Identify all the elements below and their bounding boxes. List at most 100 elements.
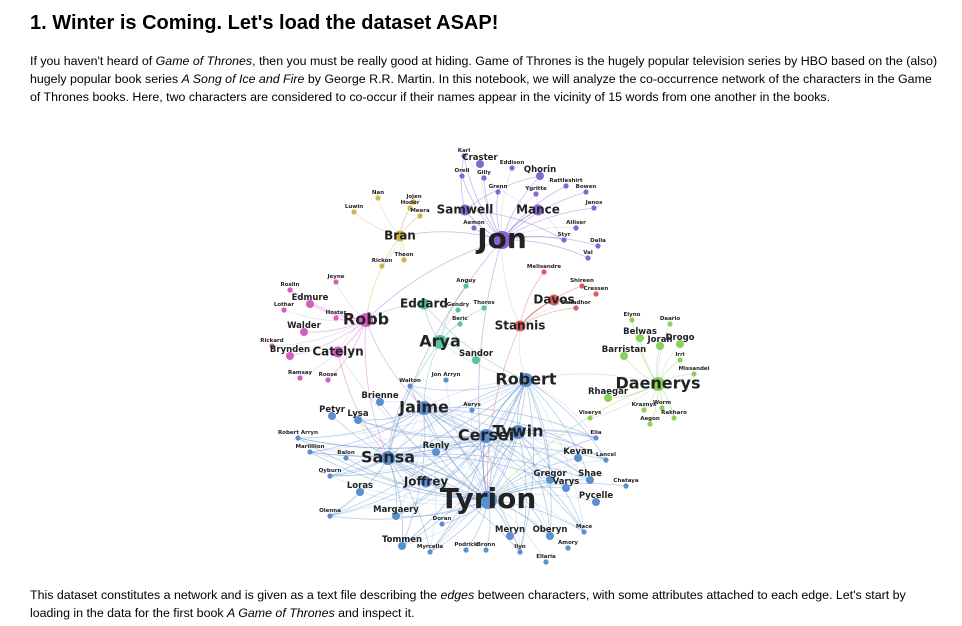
node-label-irri: Irri (675, 352, 684, 358)
node-label-eddison: Eddison (500, 160, 525, 166)
network-edge (519, 293, 597, 327)
node-label-margaery: Margaery (373, 505, 419, 515)
network-edge (463, 155, 539, 211)
node-edmure (306, 300, 314, 308)
network-edge (423, 407, 489, 501)
node-label-doran: Doran (433, 516, 452, 522)
node-rhaegar (604, 394, 612, 402)
node-label-meera: Meera (410, 208, 430, 214)
node-label-nan: Nan (372, 190, 384, 196)
node-label-lancel: Lancel (596, 452, 616, 458)
network-edge (409, 385, 519, 433)
network-edge (487, 457, 579, 501)
node-loras (356, 488, 364, 496)
network-edge (517, 431, 551, 537)
node-karl (461, 153, 467, 159)
node-myrcella (427, 549, 433, 555)
node-label-bronn: Bronn (477, 542, 496, 548)
network-edges (271, 155, 695, 563)
node-label-sansa: Sansa (361, 448, 415, 467)
node-label-samwell: Samwell (437, 203, 494, 217)
node-lysa (354, 416, 362, 424)
network-edge (329, 475, 489, 502)
node-ilyn (517, 549, 523, 555)
network-edge (329, 431, 519, 477)
node-beric (457, 321, 463, 327)
node-walder (300, 328, 308, 336)
network-edge (478, 239, 503, 501)
network-edge (365, 319, 425, 409)
node-rakharo (671, 415, 677, 421)
network-edge (487, 437, 597, 501)
network-edge (423, 407, 521, 553)
node-robert (519, 373, 533, 387)
network-edge (387, 457, 403, 547)
network-edge (364, 319, 389, 459)
node-label-walton: Walton (399, 378, 421, 384)
node-label-aemon: Aemon (463, 220, 484, 226)
network-edge (409, 385, 489, 501)
network-edge (525, 379, 551, 481)
network-edge (429, 379, 527, 553)
network-edge (387, 445, 607, 461)
node-theon (401, 257, 407, 263)
node-label-kraznys: Kraznys (632, 402, 657, 408)
node-worm (659, 405, 665, 411)
node-label-drogo: Drogo (665, 333, 694, 343)
node-label-jon: Jon (475, 222, 527, 255)
node-cressen (593, 291, 599, 297)
node-bran (394, 230, 406, 242)
node-cersei (479, 429, 493, 443)
network-edge (387, 435, 487, 459)
network-edge (423, 379, 527, 409)
node-label-rickard: Rickard (260, 338, 283, 344)
node-label-craster: Craster (462, 153, 498, 163)
node-label-edmure: Edmure (292, 293, 329, 303)
node-alliser (573, 225, 579, 231)
outro-text-2: between characters, with some attributes… (30, 588, 906, 620)
node-bronn (483, 547, 489, 553)
network-edge (297, 437, 489, 501)
node-label-jojen: Jojen (405, 194, 421, 200)
network-edge (485, 435, 591, 481)
network-edge (329, 379, 527, 517)
network-edge (329, 499, 489, 520)
node-label-styr: Styr (558, 232, 571, 238)
network-edge (387, 457, 551, 537)
outro-book-title: A Game of Thrones (227, 606, 335, 620)
node-petyr (328, 412, 336, 420)
node-barristan (620, 352, 628, 360)
node-olenna (327, 513, 333, 519)
network-edge (309, 451, 389, 461)
node-eddison (509, 165, 515, 171)
node-label-roose: Roose (319, 372, 338, 378)
node-samwell (459, 204, 471, 216)
network-edge (357, 419, 487, 439)
node-stannis (514, 320, 526, 332)
node-sansa (381, 451, 395, 465)
node-label-cressen: Cressen (584, 286, 609, 292)
node-styr (561, 237, 567, 243)
network-edge (525, 379, 607, 461)
network-edge (297, 435, 487, 449)
node-label-myrcella: Myrcella (417, 544, 444, 550)
node-kevan (574, 454, 582, 462)
network-edge (395, 499, 489, 517)
node-gregor (546, 476, 554, 484)
network-edge (517, 431, 585, 533)
node-label-lysa: Lysa (347, 409, 368, 419)
outro-text-1: This dataset constitutes a network and i… (30, 588, 441, 602)
network-figure: Jon Samwell Mance Aemon Craster Karl Orell Gill… (250, 146, 730, 572)
intro-text-1: If you haven't heard of (30, 54, 156, 68)
node-label-brienne: Brienne (361, 391, 398, 401)
network-edge (387, 457, 489, 501)
network-edge (423, 407, 437, 553)
node-orell (459, 173, 465, 179)
network-edge (387, 239, 503, 459)
node-davos (548, 294, 560, 306)
network-edge (395, 431, 519, 517)
network-edge (485, 435, 551, 481)
node-daenerys (651, 377, 665, 391)
node-label-arya: Arya (419, 332, 461, 351)
